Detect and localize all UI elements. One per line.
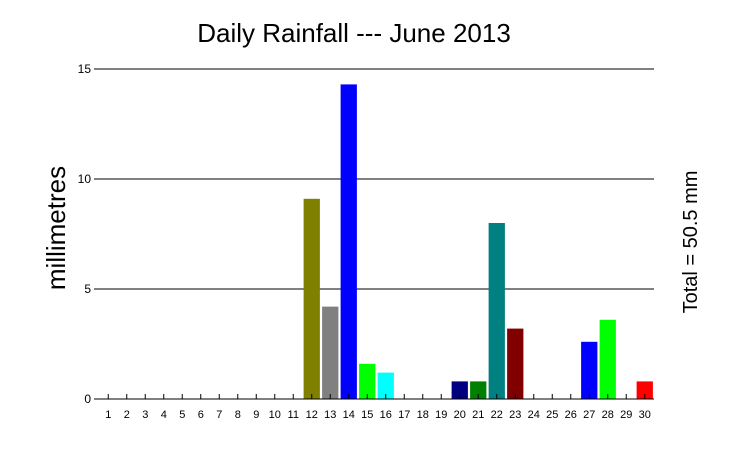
x-tick-label: 7 — [216, 409, 222, 421]
grid-lines — [99, 68, 654, 290]
x-tick-label: 21 — [472, 409, 484, 421]
x-axis-ticks: 1 2 3 4 5 6 7 8 9 10 11 12 13 14 15 16 17 18 19 20 21 22 23 24 2… — [105, 394, 651, 421]
x-tick-label: 4 — [161, 409, 167, 421]
x-tick-label: 22 — [491, 409, 503, 421]
bar-day-21 — [470, 381, 487, 399]
y-axis-ticks: 0 5 10 15 — [78, 62, 99, 406]
bar-day-16 — [377, 372, 394, 399]
x-tick-label: 3 — [142, 409, 148, 421]
bar-day-12 — [303, 198, 320, 399]
bar-day-13 — [322, 306, 339, 399]
x-tick-label: 19 — [435, 409, 447, 421]
x-tick-label: 8 — [235, 409, 241, 421]
y-tick-label: 15 — [78, 62, 92, 76]
x-tick-label: 16 — [380, 409, 392, 421]
x-tick-label: 2 — [124, 409, 130, 421]
x-tick-label: 17 — [398, 409, 410, 421]
x-tick-label: 6 — [198, 409, 204, 421]
bar-day-30 — [636, 381, 653, 399]
x-tick-label: 27 — [583, 409, 595, 421]
x-tick-label: 26 — [565, 409, 577, 421]
x-tick-label: 10 — [269, 409, 281, 421]
x-tick-label: 15 — [361, 409, 373, 421]
x-tick-label: 24 — [528, 409, 540, 421]
y-tick-label: 0 — [84, 392, 91, 406]
y-axis-label: millimetres — [41, 166, 71, 290]
bar-day-14 — [340, 84, 357, 400]
bar-day-15 — [359, 363, 376, 399]
x-tick-label: 14 — [343, 409, 355, 421]
y-tick-label: 10 — [78, 172, 92, 186]
chart-title: Daily Rainfall --- June 2013 — [197, 18, 511, 48]
bar-day-20 — [451, 381, 468, 399]
y-tick-label: 5 — [84, 282, 91, 296]
x-tick-label: 29 — [620, 409, 632, 421]
bar-day-28 — [599, 319, 616, 399]
x-tick-label: 25 — [546, 409, 558, 421]
x-tick-label: 28 — [602, 409, 614, 421]
x-tick-label: 5 — [179, 409, 185, 421]
x-tick-label: 13 — [324, 409, 336, 421]
bar-day-22 — [488, 223, 505, 399]
x-tick-label: 30 — [639, 409, 651, 421]
x-tick-label: 11 — [288, 409, 299, 421]
x-tick-label: 12 — [306, 409, 318, 421]
x-tick-label: 23 — [509, 409, 521, 421]
total-annotation: Total = 50.5 mm — [680, 171, 702, 314]
x-tick-label: 9 — [253, 409, 259, 421]
bars — [303, 84, 653, 400]
x-tick-label: 20 — [454, 409, 466, 421]
bar-day-27 — [581, 341, 598, 399]
x-tick-label: 1 — [105, 409, 111, 421]
x-tick-label: 18 — [417, 409, 429, 421]
bar-day-23 — [507, 328, 524, 399]
